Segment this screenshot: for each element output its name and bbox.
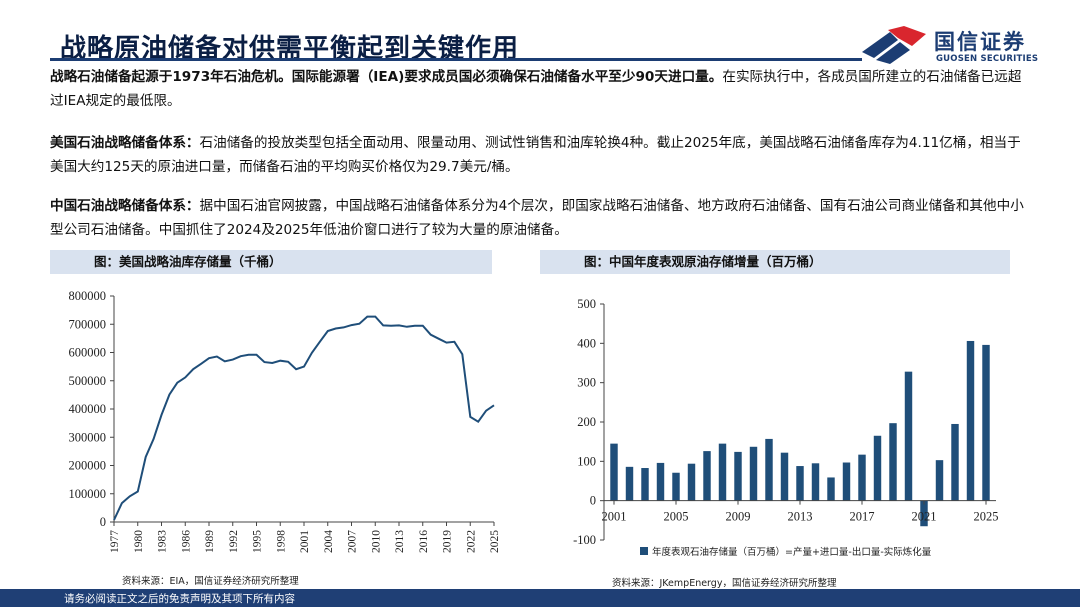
left-chart-heading: 图：美国战略油库存储量（千桶） <box>50 250 492 274</box>
legend-swatch <box>640 547 648 555</box>
bar <box>656 462 665 501</box>
y-tick-label: 200 <box>577 415 596 429</box>
paragraph-china-spr: 中国石油战略储备体系：据中国石油官网披露，中国战略石油储备体系分为4个层次，即国… <box>50 194 1025 242</box>
bar <box>734 451 742 501</box>
paragraph-us-spr: 美国石油战略储备体系：石油储备的投放类型包括全面动用、限量动用、测试性销售和油库… <box>50 131 1025 179</box>
us-spr-line-chart: 0 100000 200000 300000 400000 500000 600000 700… <box>69 289 502 553</box>
x-tick-label: 2009 <box>726 510 751 524</box>
bar <box>889 423 897 501</box>
bar <box>703 451 711 501</box>
bar <box>935 460 944 501</box>
x-tick-label: 1983 <box>157 530 169 553</box>
y-tick-label: 300 <box>577 376 596 390</box>
x-tick-label: 2022 <box>465 530 477 553</box>
y-tick-label: 500000 <box>69 374 107 388</box>
x-tick-label: 2001 <box>602 510 627 524</box>
bar <box>641 468 649 501</box>
bar <box>951 423 959 501</box>
x-tick-label: 2007 <box>347 530 359 553</box>
bar <box>718 443 727 501</box>
bar <box>920 500 928 527</box>
x-tick-label: 2025 <box>489 530 501 553</box>
bar <box>796 466 804 501</box>
y-tick-label: 800000 <box>69 289 107 303</box>
paragraph-china-spr-lead: 中国石油战略储备体系： <box>50 198 200 214</box>
right-chart-source: 资料来源：JKempEnergy，国信证券经济研究所整理 <box>612 578 837 589</box>
y-tick-label: 600000 <box>69 346 107 360</box>
x-tick-label: 2016 <box>418 530 430 553</box>
y-tick-label: 0 <box>590 494 596 508</box>
bar <box>827 477 835 501</box>
y-tick-label: 0 <box>100 515 106 529</box>
china-storage-bar-chart: -100 0 100 200 300 400 500 2001 2005 2009 2013 2017… <box>573 297 999 558</box>
y-tick-label: 200000 <box>69 459 107 473</box>
logo-chinese-text: 国信证券 <box>934 30 1026 54</box>
paragraph-us-spr-body: 石油储备的投放类型包括全面动用、限量动用、测试性销售和油库轮换4种。截止2025… <box>50 135 1021 175</box>
bar <box>842 462 851 501</box>
y-tick-label: -100 <box>573 533 596 547</box>
y-tick-label: 400000 <box>69 402 107 416</box>
paragraph-us-spr-lead: 美国石油战略储备体系： <box>50 135 200 151</box>
x-tick-label: 2005 <box>664 510 689 524</box>
x-tick-label: 1986 <box>180 530 192 553</box>
x-tick-label: 2021 <box>912 510 937 524</box>
left-chart-source: 资料来源：EIA，国信证券经济研究所整理 <box>122 576 299 587</box>
bar <box>687 463 696 501</box>
logo-english-text: GUOSEN SECURITIES <box>936 54 1039 64</box>
bar <box>672 472 680 501</box>
y-tick-label: 100 <box>577 454 596 468</box>
x-tick-label: 1992 <box>228 530 240 553</box>
x-tick-label: 1980 <box>133 530 145 553</box>
paragraph-iea: 战略石油储备起源于1973年石油危机。国际能源署（IEA)要求成员国必须确保石油… <box>50 65 1025 113</box>
x-tick-label: 2017 <box>850 510 875 524</box>
spr-inventory-line <box>113 315 495 521</box>
bar <box>749 446 758 501</box>
y-tick-label: 300000 <box>69 430 107 444</box>
bar <box>982 344 990 501</box>
bar <box>858 454 866 501</box>
y-tick-label: 400 <box>577 336 596 350</box>
bar <box>966 340 975 501</box>
legend-label: 年度表观石油存储量（百万桶）=产量+进口量-出口量-实际炼化量 <box>652 546 932 558</box>
bar <box>780 452 789 501</box>
bar <box>625 466 634 501</box>
title-underline <box>50 58 862 61</box>
x-tick-label: 2019 <box>442 530 454 553</box>
x-tick-label: 2010 <box>370 530 382 553</box>
x-tick-label: 2001 <box>299 530 311 553</box>
paragraph-iea-lead: 战略石油储备起源于1973年石油危机。国际能源署（IEA)要求成员国必须确保石油… <box>50 69 723 85</box>
footer-bar: 请务必阅读正文之后的免责声明及其项下所有内容 <box>0 589 1080 607</box>
bar <box>610 443 618 501</box>
paragraph-iea-body: 在实际执行中，各成员国所建立的石油储备已远超过IEA规定的最低限。 <box>50 69 1022 109</box>
right-chart-heading: 图：中国年度表观原油存储增量（百万桶） <box>540 250 1010 274</box>
x-tick-label: 2025 <box>974 510 999 524</box>
x-tick-label: 1995 <box>252 530 264 553</box>
x-tick-label: 1989 <box>204 530 216 553</box>
y-tick-label: 100000 <box>69 487 107 501</box>
bar <box>765 438 773 501</box>
x-tick-label: 2013 <box>788 510 813 524</box>
x-tick-label: 2013 <box>394 530 406 553</box>
y-tick-label: 700000 <box>69 317 107 331</box>
bar <box>904 371 913 501</box>
bar <box>811 463 820 501</box>
logo-icon <box>862 26 926 64</box>
paragraph-china-spr-body: 据中国石油官网披露，中国战略石油储备体系分为4个层次，即国家战略石油储备、地方政… <box>50 198 1024 238</box>
bar <box>873 435 882 501</box>
footer-disclaimer: 请务必阅读正文之后的免责声明及其项下所有内容 <box>64 593 295 605</box>
x-tick-label: 1977 <box>109 530 121 553</box>
company-logo: 国信证券 GUOSEN SECURITIES <box>860 24 1070 68</box>
x-tick-label: 1998 <box>275 530 287 553</box>
x-tick-label: 2004 <box>323 530 335 553</box>
y-tick-label: 500 <box>577 297 596 311</box>
